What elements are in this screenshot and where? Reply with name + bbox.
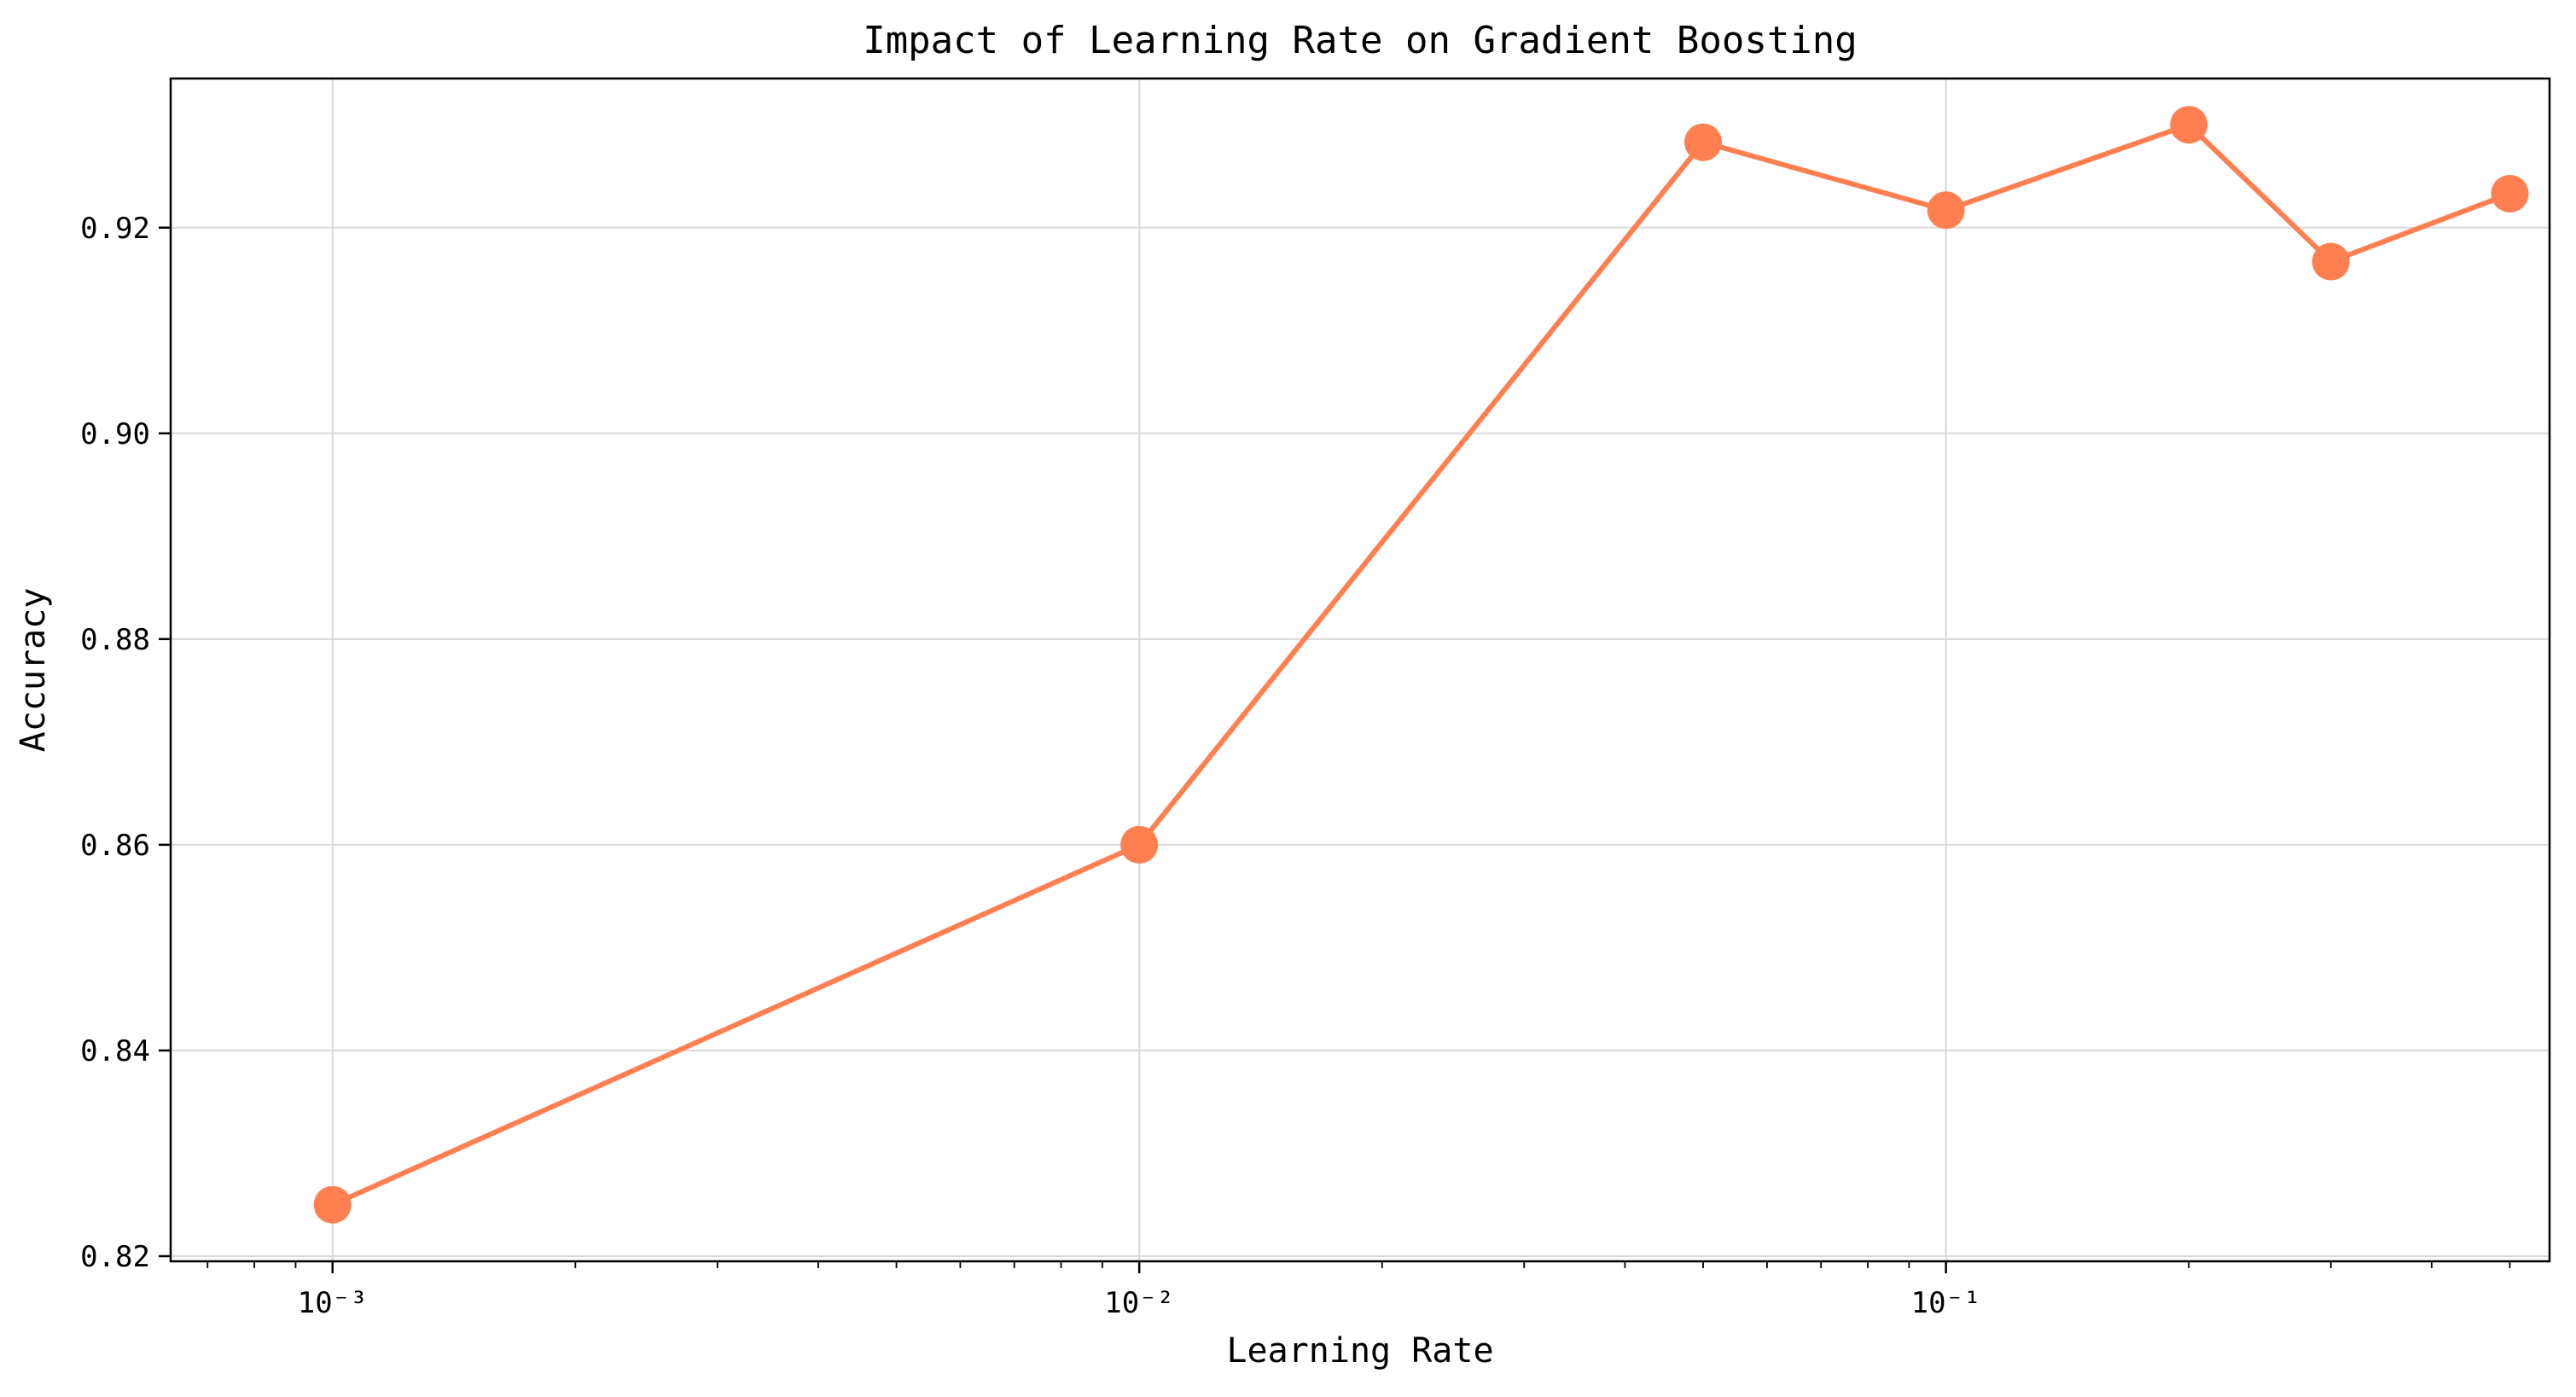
tick-layer: 10⁻³ 10⁻² 10⁻¹ 0.82 0.84 0.86 0.88 0.90 0.92 <box>80 212 2511 1320</box>
y-tick-label-4: 0.90 <box>80 417 150 451</box>
x-tick-label-0: 10⁻³ <box>298 1286 368 1320</box>
y-axis-label: Accuracy <box>14 588 53 753</box>
series-layer <box>313 106 2529 1224</box>
plot-frame <box>169 77 2551 1263</box>
chart-title: Impact of Learning Rate on Gradient Boos… <box>863 19 1858 62</box>
data-point-0-3 <box>1927 191 1965 230</box>
data-point-0-5 <box>2311 242 2350 281</box>
grid-layer <box>171 79 2550 1261</box>
y-tick-label-0: 0.82 <box>80 1240 150 1274</box>
x-tick-label-1: 10⁻² <box>1104 1286 1174 1320</box>
data-point-0-2 <box>1684 123 1723 161</box>
data-point-0-1 <box>1120 825 1159 864</box>
data-point-0-0 <box>313 1185 352 1224</box>
x-axis-label: Learning Rate <box>1226 1331 1493 1371</box>
y-tick-label-5: 0.92 <box>80 212 150 246</box>
series-line-0 <box>329 122 2513 1208</box>
x-tick-label-2: 10⁻¹ <box>1911 1286 1981 1320</box>
data-point-0-6 <box>2491 174 2529 212</box>
y-tick-label-3: 0.88 <box>80 623 150 657</box>
y-tick-label-1: 0.84 <box>80 1034 150 1068</box>
data-point-0-4 <box>2170 106 2208 144</box>
y-tick-label-2: 0.86 <box>80 829 150 863</box>
